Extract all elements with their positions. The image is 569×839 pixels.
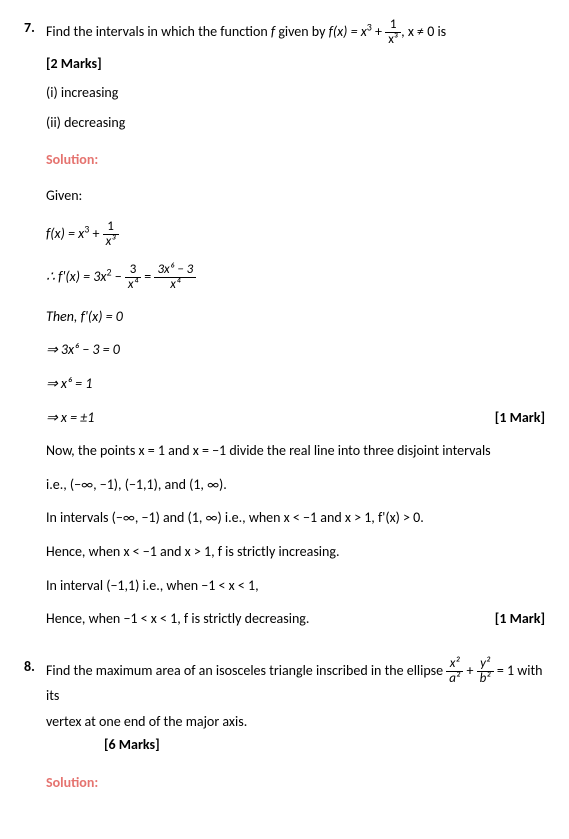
q7-eq2-prefix: ∴ f'(x) = 3x [46,268,106,285]
q7-frac-num: 1 [385,18,401,33]
q8-frac1: x²a² [446,657,463,687]
q7-plus: + [372,23,385,40]
q7-cond: , x ≠ 0 is [401,23,446,40]
q7-eq2: ∴ f'(x) = 3x2 − 3x⁴ = 3x⁶ − 3x⁴ [46,263,545,293]
q7-givenby: given by [275,23,328,40]
q8-f1d: a² [446,672,463,686]
q7-eq1: f(x) = x3 + 1x³ [46,220,545,250]
q7-hence2: Hence, when −1 < x < 1, f is strictly de… [46,609,309,629]
q7-solution-label: Solution: [46,150,545,170]
q7-opt1: (i) increasing [46,83,545,103]
q8-prompt: Find the maximum area of an isosceles tr… [46,657,545,706]
q7-eq1-den: x³ [103,235,119,249]
q7-then: Then, f'(x) = 0 [46,307,545,327]
q7-prompt-prefix: Find the intervals in which the function [46,23,271,40]
q7-int1: In intervals (−∞, −1) and (1, ∞) i.e., w… [46,508,545,528]
q7-given: Given: [46,186,545,206]
q7-opt2: (ii) decreasing [46,113,545,133]
q7-prompt: Find the intervals in which the function… [46,18,545,48]
q8-plus: + [463,662,476,679]
q7-frac: 1x³ [385,18,401,48]
q7-eq2-frac2: 3x⁶ − 3x⁴ [154,263,196,293]
q8-f1n: x² [446,657,463,672]
q7-int2: In interval (−1,1) i.e., when −1 < x < 1… [46,576,545,596]
q7-eq1-num: 1 [103,220,119,235]
q7-ie: i.e., (−∞, −1), (−1,1), and (1, ∞). [46,475,545,495]
q7-fx: f(x) = x [329,23,367,40]
q7-imp2: ⇒ x⁶ = 1 [46,374,545,394]
q8-solution-label: Solution: [46,773,545,793]
q7-eq1-plus: + [89,225,102,242]
q7-marks: [2 Marks] [46,54,545,74]
q7-mark1: [1 Mark] [495,408,545,428]
q7-now: Now, the points x = 1 and x = −1 divide … [46,441,545,461]
q8-number: 8. [24,657,46,677]
q7-imp3: ⇒ x = ±1 [46,408,94,428]
q8-marks: [6 Marks] [104,735,545,755]
q8-p2: vertex at one end of the major axis. [46,712,545,732]
q8-p1: Find the maximum area of an isosceles tr… [46,662,446,679]
q7-eq2-f2d: x⁴ [154,278,196,292]
q7-mark2: [1 Mark] [495,609,545,629]
q7-eq1-frac: 1x³ [103,220,119,250]
q7-hence1: Hence, when x < −1 and x > 1, f is stric… [46,542,545,562]
q8-f2n: y² [477,657,494,672]
q7-eq2-eq: = [141,268,154,285]
q7-eq1-lhs: f(x) = x [46,225,84,242]
q8-frac2: y²b² [477,657,494,687]
q7-number: 7. [24,18,46,38]
q7-eq2-frac1: 3x⁴ [125,263,141,293]
q7-eq2-f1n: 3 [125,263,141,278]
q7-frac-den: x³ [385,33,401,47]
q7-eq2-minus: − [112,268,125,285]
q8-f2d: b² [477,672,494,686]
q7-eq2-f2n: 3x⁶ − 3 [154,263,196,278]
q7-imp1: ⇒ 3x⁶ − 3 = 0 [46,340,545,360]
q7-eq2-f1d: x⁴ [125,278,141,292]
